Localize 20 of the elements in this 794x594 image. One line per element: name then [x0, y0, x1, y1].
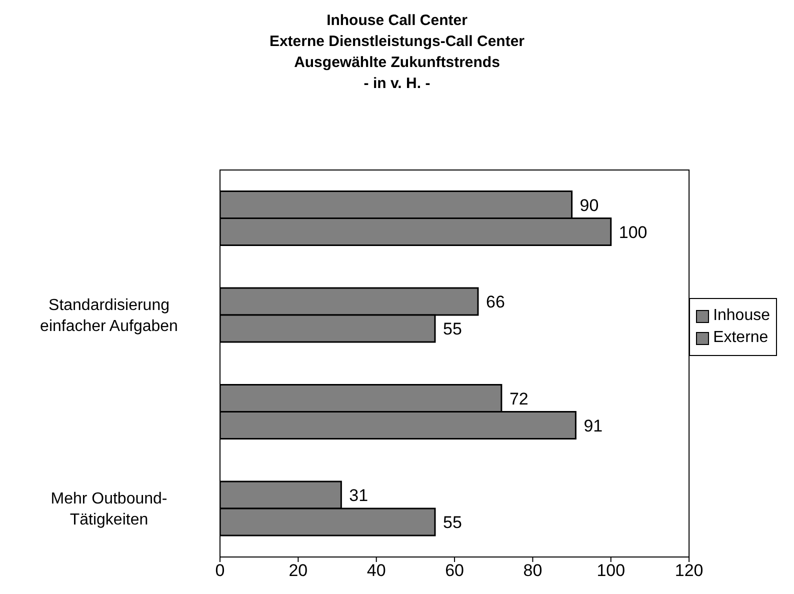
x-tick-label: 100	[596, 561, 626, 580]
data-label: 55	[442, 513, 462, 532]
data-label: 90	[580, 196, 599, 215]
x-tick-label: 40	[366, 561, 386, 580]
data-label: 72	[509, 389, 528, 408]
x-tick-label: 0	[215, 561, 225, 580]
x-tick-label: 20	[288, 561, 308, 580]
data-label: 91	[584, 416, 603, 436]
y-tick-label: Mehr Outbound-Tätigkeiten	[50, 490, 168, 529]
data-label: 100	[618, 222, 648, 242]
legend-label: Externe	[712, 328, 770, 348]
legend-label: Inhouse	[712, 306, 770, 326]
x-tick-label: 80	[523, 561, 542, 580]
data-label: 66	[486, 292, 505, 312]
chart-title: Inhouse Call Center Externe Dienstleistungs-Call Center Ausgewählte Zukunftstrends - in v. H. -	[268, 11, 526, 94]
data-label: 55	[442, 320, 462, 339]
x-tick-label: 60	[445, 561, 464, 580]
x-tick-label: 120	[674, 561, 704, 580]
data-label: 31	[349, 486, 368, 506]
y-tick-label: Standardisierung einfacher Aufgaben	[40, 297, 178, 336]
